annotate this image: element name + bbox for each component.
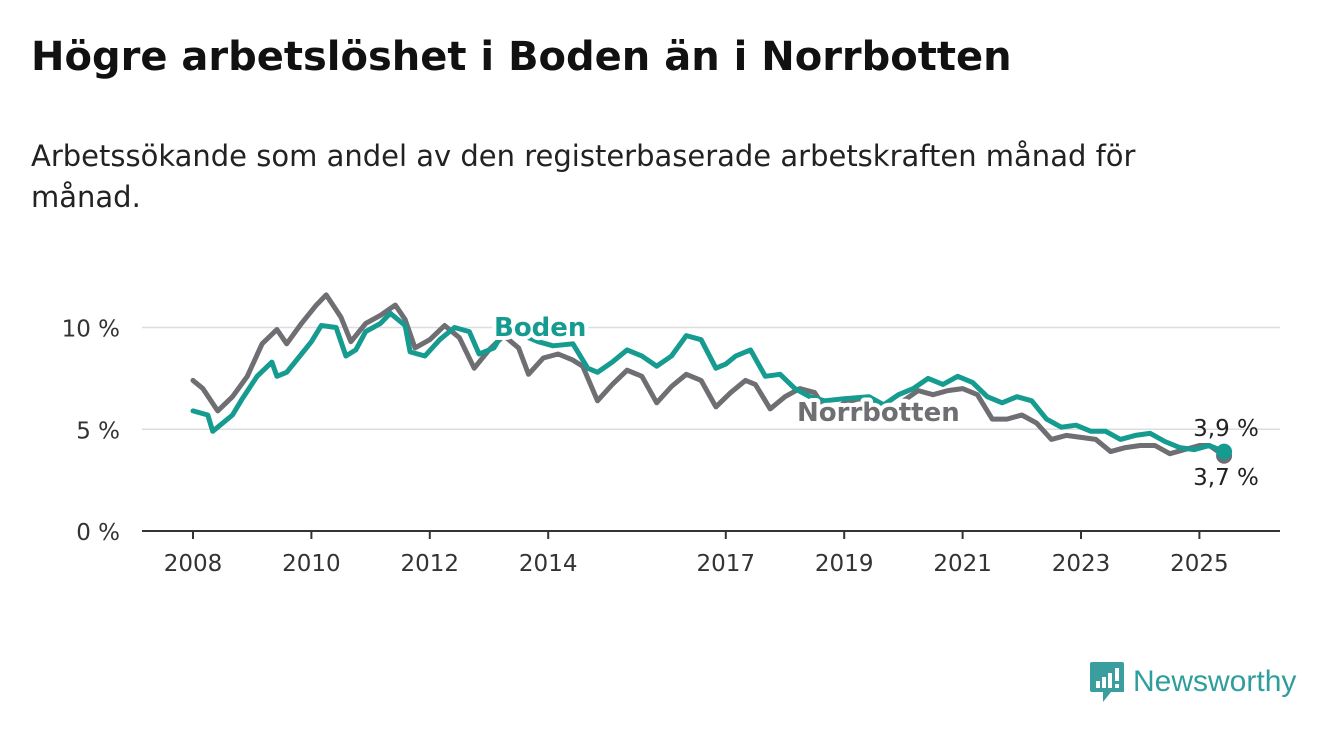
series-line-boden: [190, 310, 1227, 455]
x-tick-label: 2017: [697, 551, 756, 577]
x-tick-label: 2008: [164, 551, 223, 577]
y-tick-label: 5 %: [76, 418, 120, 444]
end-value-label-norrbotten: 3,7 %: [1193, 465, 1259, 491]
series-label-halo-boden: Boden: [494, 313, 586, 343]
x-tick-label: 2010: [282, 551, 341, 577]
series-label-halo-norrbotten: Norrbotten: [797, 398, 960, 428]
x-tick-label: 2023: [1052, 551, 1111, 577]
y-tick-label: 0 %: [76, 520, 120, 546]
x-tick-label: 2025: [1170, 551, 1229, 577]
brand: Newsworthy: [1089, 660, 1296, 704]
series-label-norrbotten: Norrbotten: [797, 398, 960, 428]
end-dot-boden: [1216, 443, 1233, 460]
series-line-norrbotten: [190, 292, 1227, 459]
x-tick-label: 2014: [519, 551, 578, 577]
x-tick-label: 2019: [815, 551, 874, 577]
x-tick-label: 2012: [401, 551, 460, 577]
brand-name: Newsworthy: [1133, 665, 1297, 698]
x-tick-label: 2021: [933, 551, 992, 577]
page-subtitle: Arbetssökande som andel av den registerb…: [31, 139, 1136, 214]
page-title: Högre arbetslöshet i Boden än i Norrbott…: [31, 34, 1012, 80]
newsworthy-logo-icon: [1090, 662, 1124, 702]
y-tick-label: 10 %: [62, 317, 120, 343]
series-label-boden: Boden: [494, 313, 586, 343]
end-value-label-boden: 3,9 %: [1193, 416, 1259, 442]
